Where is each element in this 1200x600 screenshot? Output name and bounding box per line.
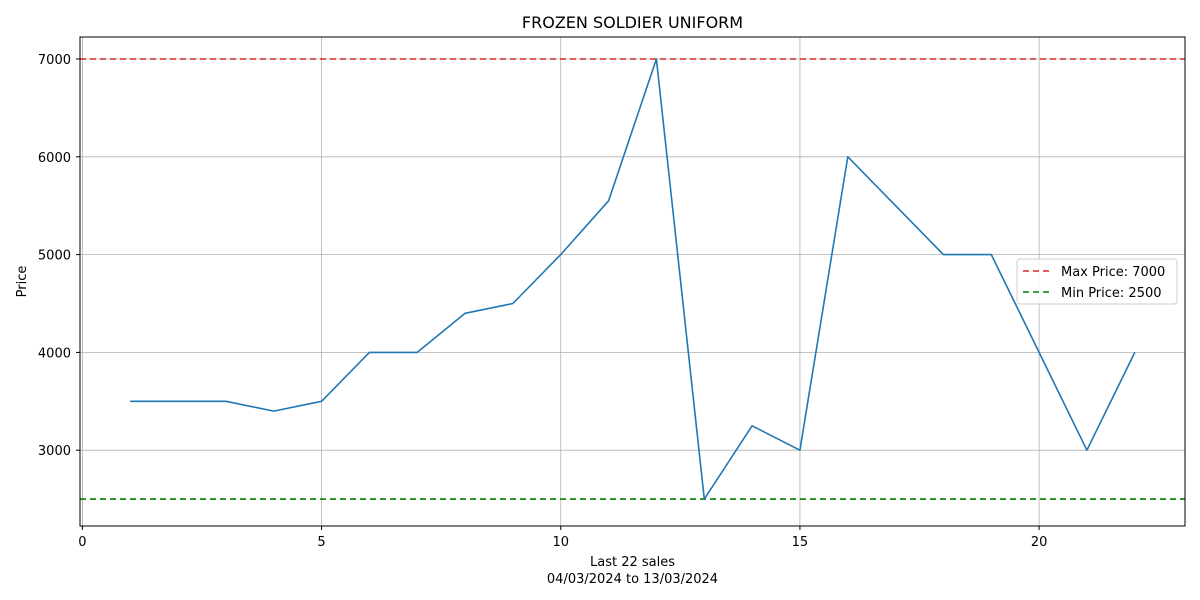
y-tick-label: 3000 xyxy=(38,444,71,459)
price-series-line xyxy=(130,58,1136,500)
x-tick-label: 10 xyxy=(552,535,569,550)
y-tick-label: 6000 xyxy=(38,151,71,166)
y-tick-label: 7000 xyxy=(38,53,71,68)
y-axis-label: Price xyxy=(15,266,30,298)
legend-box xyxy=(1016,258,1178,305)
x-tick-label: 5 xyxy=(317,535,325,550)
x-axis-label: Last 22 sales xyxy=(590,555,675,570)
x-tick-label: 20 xyxy=(1031,535,1048,550)
x-tick-label: 0 xyxy=(78,535,86,550)
x-axis-date-range: 04/03/2024 to 13/03/2024 xyxy=(547,572,718,587)
x-tick-label: 15 xyxy=(792,535,809,550)
series-layer xyxy=(130,58,1136,500)
reference-lines xyxy=(80,58,1185,500)
plot-frame xyxy=(79,36,1186,527)
y-tick-label: 5000 xyxy=(38,249,71,264)
legend-label-min-price: Min Price: 2500 xyxy=(1061,286,1162,301)
y-tick-label: 4000 xyxy=(38,346,71,361)
legend: Max Price: 7000 Min Price: 2500 xyxy=(1016,258,1178,305)
legend-label-max-price: Max Price: 7000 xyxy=(1061,265,1165,280)
axis-ticks: 0 5 10 15 20 3000 4000 5000 6000 7000 xyxy=(38,53,1047,550)
chart-title: FROZEN SOLDIER UNIFORM xyxy=(522,13,743,32)
